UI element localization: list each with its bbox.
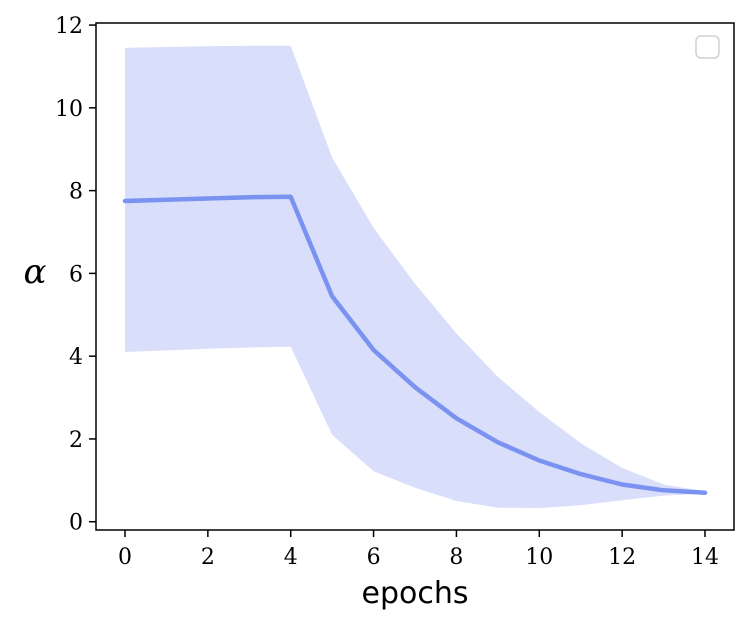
x-tick-label-6: 6	[367, 545, 381, 570]
series-band-0	[125, 45, 705, 509]
x-tick-label-0: 0	[118, 545, 132, 570]
y-tick-label-12: 12	[55, 14, 83, 39]
x-tick-label-14: 14	[691, 545, 719, 570]
x-tick-label-8: 8	[449, 545, 463, 570]
y-axis-label: α	[24, 252, 47, 292]
x-tick-label-4: 4	[284, 545, 298, 570]
x-tick-label-12: 12	[608, 545, 636, 570]
y-tick-label-2: 2	[69, 428, 83, 453]
y-tick-label-4: 4	[69, 345, 83, 370]
y-tick-label-8: 8	[69, 180, 83, 205]
x-tick-label-2: 2	[201, 545, 215, 570]
series-line-0	[122, 194, 708, 496]
y-tick-label-0: 0	[69, 511, 83, 536]
y-tick-label-10: 10	[55, 97, 83, 122]
y-tick-label-6: 6	[69, 262, 83, 287]
axes-frame	[95, 22, 735, 531]
legend	[695, 35, 720, 59]
plot-area	[122, 45, 708, 509]
x-tick-label-10: 10	[525, 545, 553, 570]
legend-box	[695, 35, 720, 59]
x-axis-label: epochs	[362, 576, 469, 611]
axes: 0 2 4 6 8 10 12 14 0 2 4 6 8 10 12	[55, 14, 735, 570]
